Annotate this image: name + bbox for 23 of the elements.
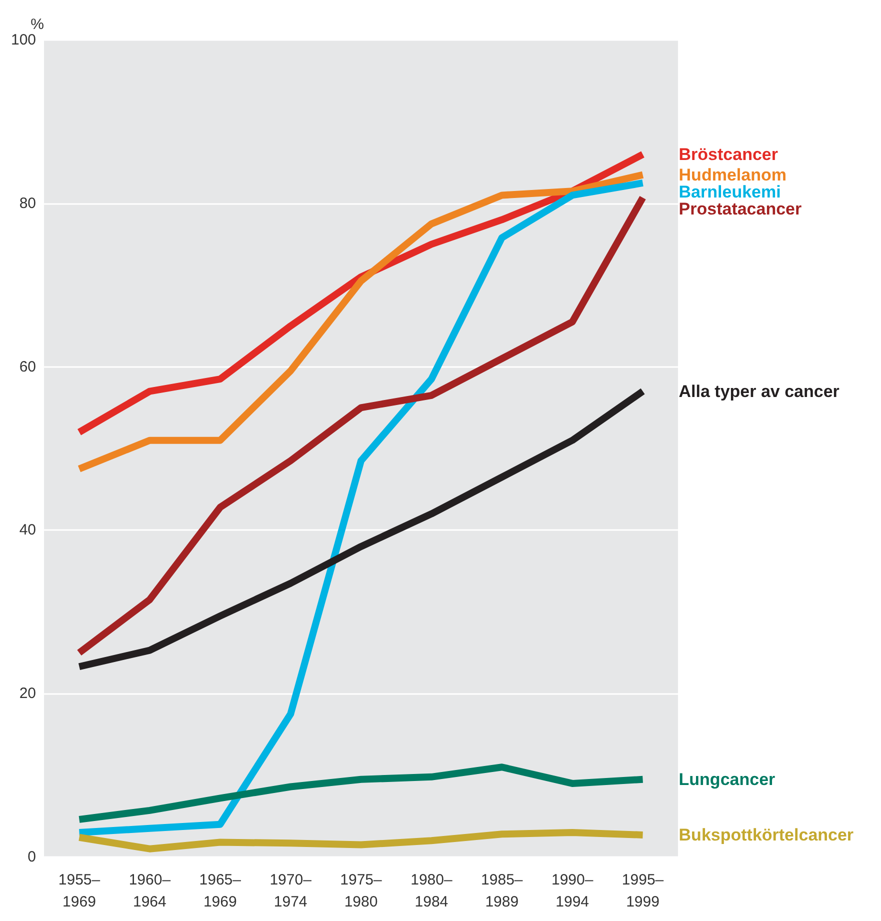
- text: Bukspottkörtelcancer: [678, 825, 854, 844]
- x-tick-label: 1980–1984: [410, 872, 453, 910]
- x-tick-label: 1970–1974: [270, 872, 312, 910]
- y-tick-label: 0: [28, 848, 36, 866]
- y-tick-label: 20: [19, 685, 36, 702]
- y-tick-label: 60: [19, 358, 36, 376]
- x-tick-label: 1965–1969: [199, 872, 242, 910]
- text: Bröstcancer: [678, 144, 778, 164]
- x-tick-label: 1990–1994: [551, 872, 594, 910]
- y-axis-title: %: [30, 16, 44, 33]
- text: Prostatacancer: [678, 199, 802, 218]
- x-tick-label: 1995–1999: [622, 872, 664, 910]
- x-tick-label: 1955–1969: [58, 872, 101, 910]
- x-tick-label: 1960–1964: [128, 872, 172, 910]
- text: Barnleukemi: [678, 182, 781, 202]
- x-tick-label: 1975–1980: [340, 872, 383, 910]
- text: Lungcancer: [678, 770, 776, 789]
- x-tick-label: 1985–1989: [481, 872, 524, 910]
- text: Hudmelanom: [678, 165, 786, 184]
- y-tick-label: 80: [19, 194, 36, 212]
- text: Alla typer av cancer: [678, 382, 840, 401]
- y-tick-label: 100: [10, 32, 36, 48]
- y-tick-label: 40: [19, 522, 36, 539]
